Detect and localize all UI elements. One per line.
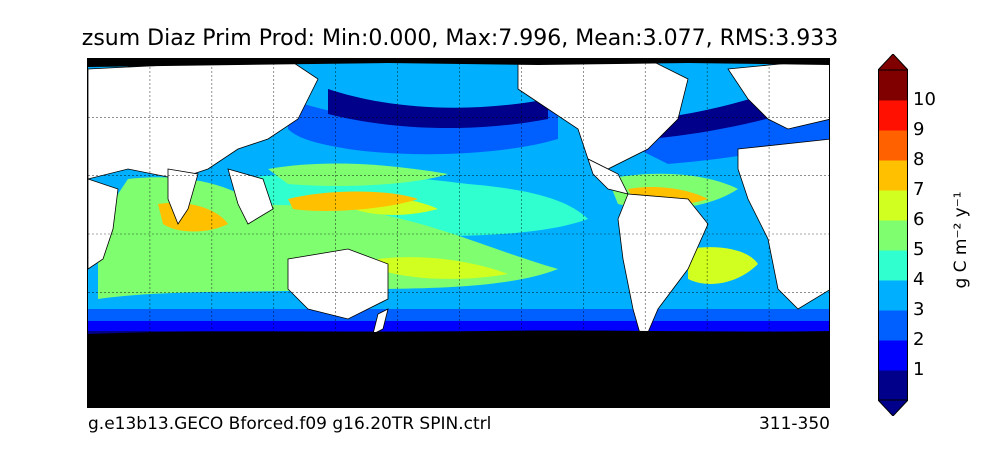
ice-arctic bbox=[88, 59, 829, 67]
colorbar-segment bbox=[878, 310, 908, 341]
colorbar bbox=[878, 54, 908, 416]
band-north-pacific-1 bbox=[328, 89, 548, 129]
colorbar-tick-label: 8 bbox=[913, 149, 925, 170]
land-south-america bbox=[617, 193, 709, 346]
colorbar-tick-label: 3 bbox=[913, 299, 925, 320]
land-new-zealand bbox=[372, 308, 389, 335]
plot-title: zsum Diaz Prim Prod: Min:0.000, Max:7.99… bbox=[81, 26, 839, 51]
colorbar-tick-label: 9 bbox=[913, 119, 925, 140]
land-india bbox=[167, 168, 199, 225]
colorbar-outline bbox=[878, 69, 908, 401]
map-svg bbox=[88, 59, 829, 407]
colorbar-tick-label: 10 bbox=[913, 89, 936, 110]
ice bbox=[88, 59, 829, 407]
colorbar-tick-label: 6 bbox=[913, 209, 925, 230]
colorbar-segment bbox=[878, 220, 908, 251]
colorbar-segment bbox=[878, 280, 908, 311]
band-pacific-7 bbox=[288, 191, 418, 211]
colorbar-tick-label: 7 bbox=[913, 179, 925, 200]
year-range: 311-350 bbox=[758, 414, 830, 434]
colorbar-units: g C m⁻² y⁻¹ bbox=[946, 170, 976, 310]
land-central-america bbox=[587, 158, 629, 195]
colorbar-tick-label: 5 bbox=[913, 239, 925, 260]
colorbar-units-text: g C m⁻² y⁻¹ bbox=[951, 191, 971, 289]
colorbar-extend-min bbox=[878, 399, 908, 416]
land-africa-west bbox=[737, 138, 829, 310]
colorbar-tick-label: 2 bbox=[913, 329, 925, 350]
land-se-asia bbox=[227, 168, 274, 225]
colorbar-tick-label: 4 bbox=[913, 269, 925, 290]
colorbar-segment bbox=[878, 340, 908, 371]
colorbar-extend-max bbox=[878, 54, 908, 71]
band-south-pacific-6 bbox=[378, 257, 508, 279]
run-identifier: g.e13b13.GECO Bforced.f09 g16.20TR SPIN.… bbox=[88, 414, 492, 434]
band-north-pacific-5 bbox=[268, 163, 448, 186]
colorbar-segment bbox=[878, 250, 908, 281]
land-africa-east bbox=[88, 178, 119, 270]
land-australia bbox=[287, 248, 389, 320]
colorbar-segment bbox=[878, 160, 908, 191]
ice-antarctica bbox=[88, 330, 829, 407]
map-panel bbox=[87, 58, 830, 408]
colorbar-segment bbox=[878, 100, 908, 131]
band-south-atlantic-6 bbox=[688, 247, 758, 284]
colorbar-segment bbox=[878, 370, 908, 401]
land bbox=[88, 59, 829, 346]
land-asia bbox=[88, 59, 319, 180]
land-europe bbox=[727, 59, 829, 130]
colorbar-segment bbox=[878, 190, 908, 221]
colorbar-tick-label: 1 bbox=[913, 359, 925, 380]
colorbar-segment bbox=[878, 70, 908, 101]
colorbar-segment bbox=[878, 130, 908, 161]
